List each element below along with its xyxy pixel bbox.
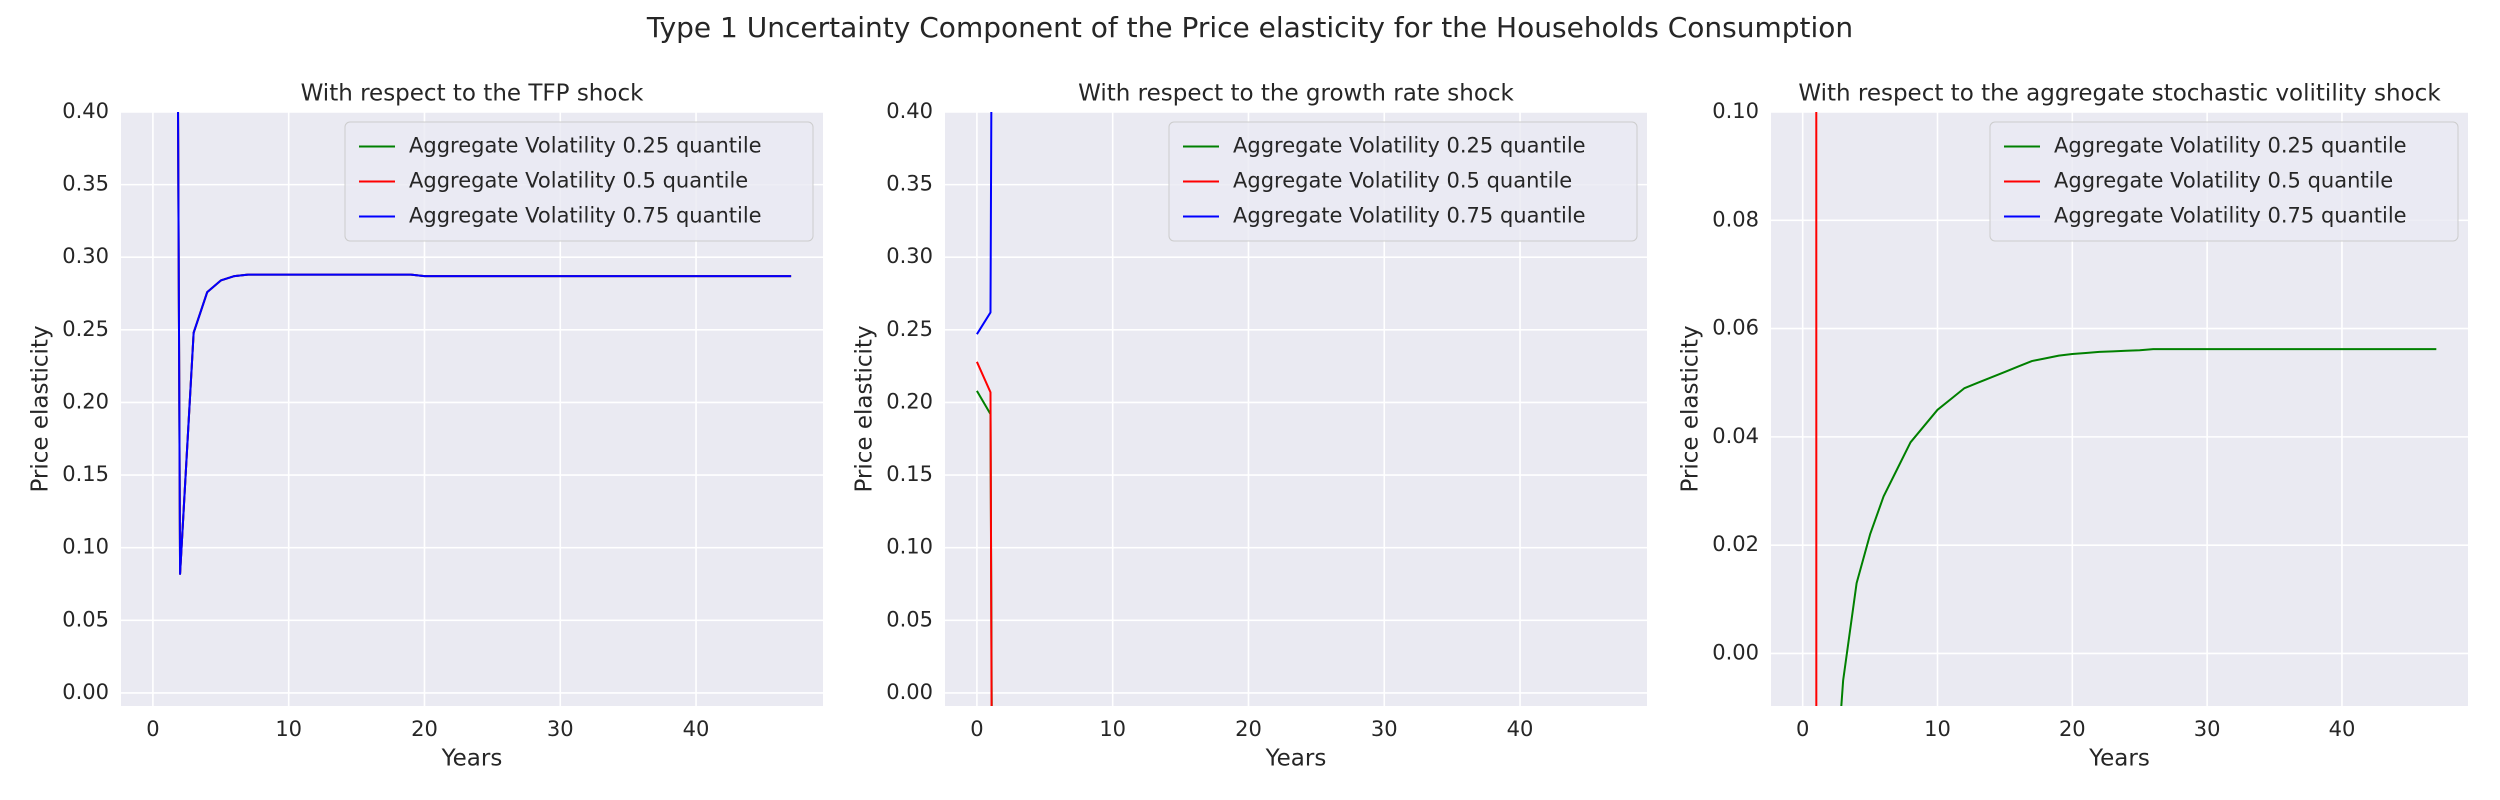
y-tick-label: 0.05	[886, 607, 933, 631]
y-tick-label: 0.15	[62, 462, 109, 486]
y-tick-label: 0.40	[886, 99, 933, 123]
x-tick-label: 40	[2329, 717, 2356, 741]
legend-label: Aggregate Volatility 0.25 quantile	[2054, 134, 2407, 158]
figure-title: Type 1 Uncertainty Component of the Pric…	[646, 11, 1853, 44]
x-tick-label: 10	[1099, 717, 1126, 741]
y-tick-label: 0.00	[886, 680, 933, 704]
legend-label: Aggregate Volatility 0.75 quantile	[409, 204, 762, 228]
y-tick-label: 0.08	[1712, 207, 1759, 231]
y-tick-label: 0.02	[1712, 532, 1759, 556]
y-tick-label: 0.25	[62, 317, 109, 341]
legend-box	[1168, 121, 1638, 242]
y-tick-label: 0.06	[1712, 316, 1759, 340]
y-axis-label: Price elasticity	[1678, 325, 1704, 492]
x-tick-label: 10	[1924, 717, 1951, 741]
x-tick-label: 40	[1507, 717, 1534, 741]
legend-label: Aggregate Volatility 0.75 quantile	[1233, 204, 1586, 228]
y-axis-label: Price elasticity	[28, 325, 54, 492]
y-tick-label: 0.04	[1712, 424, 1759, 448]
y-tick-label: 0.15	[886, 462, 933, 486]
x-axis-label: Years	[441, 746, 503, 772]
y-tick-label: 0.00	[62, 680, 109, 704]
y-tick-label: 0.30	[886, 244, 933, 268]
axes-title: With respect to the growth rate shock	[1078, 81, 1514, 107]
x-tick-label: 0	[970, 717, 983, 741]
y-tick-label: 0.25	[886, 317, 933, 341]
legend-box	[344, 121, 814, 242]
x-tick-label: 40	[683, 717, 710, 741]
legend-box	[1989, 121, 2459, 242]
y-tick-label: 0.35	[62, 172, 109, 196]
y-tick-label: 0.00	[1712, 640, 1759, 664]
axes-title: With respect to the TFP shock	[301, 81, 645, 107]
legend-label: Aggregate Volatility 0.5 quantile	[409, 169, 748, 193]
x-tick-label: 20	[1235, 717, 1262, 741]
data-line	[1840, 348, 2437, 706]
x-tick-label: 20	[411, 717, 438, 741]
x-tick-label: 30	[1371, 717, 1398, 741]
legend-label: Aggregate Volatility 0.75 quantile	[2054, 204, 2407, 228]
legend-label: Aggregate Volatility 0.25 quantile	[409, 134, 762, 158]
legend-label: Aggregate Volatility 0.5 quantile	[1233, 169, 1572, 193]
y-tick-label: 0.40	[62, 99, 109, 123]
legend-label: Aggregate Volatility 0.25 quantile	[1233, 134, 1586, 158]
y-tick-label: 0.20	[62, 389, 109, 413]
x-tick-label: 20	[2059, 717, 2086, 741]
legend-label: Aggregate Volatility 0.5 quantile	[2054, 169, 2393, 193]
x-tick-label: 30	[2194, 717, 2221, 741]
data-line	[177, 112, 792, 575]
x-tick-label: 0	[1796, 717, 1809, 741]
y-axis-label: Price elasticity	[852, 325, 878, 492]
x-axis-label: Years	[1265, 746, 1327, 772]
axes-title: With respect to the aggregate stochastic…	[1798, 81, 2441, 107]
x-axis-label: Years	[2088, 746, 2150, 772]
series-group	[177, 112, 792, 575]
y-tick-label: 0.30	[62, 244, 109, 268]
x-tick-label: 30	[547, 717, 574, 741]
x-tick-label: 0	[146, 717, 159, 741]
y-tick-label: 0.20	[886, 389, 933, 413]
y-tick-label: 0.10	[62, 535, 109, 559]
y-tick-label: 0.10	[886, 535, 933, 559]
y-tick-label: 0.35	[886, 172, 933, 196]
x-tick-label: 10	[275, 717, 302, 741]
y-tick-label: 0.10	[1712, 99, 1759, 123]
series-group	[1815, 112, 2437, 706]
y-tick-label: 0.05	[62, 607, 109, 631]
